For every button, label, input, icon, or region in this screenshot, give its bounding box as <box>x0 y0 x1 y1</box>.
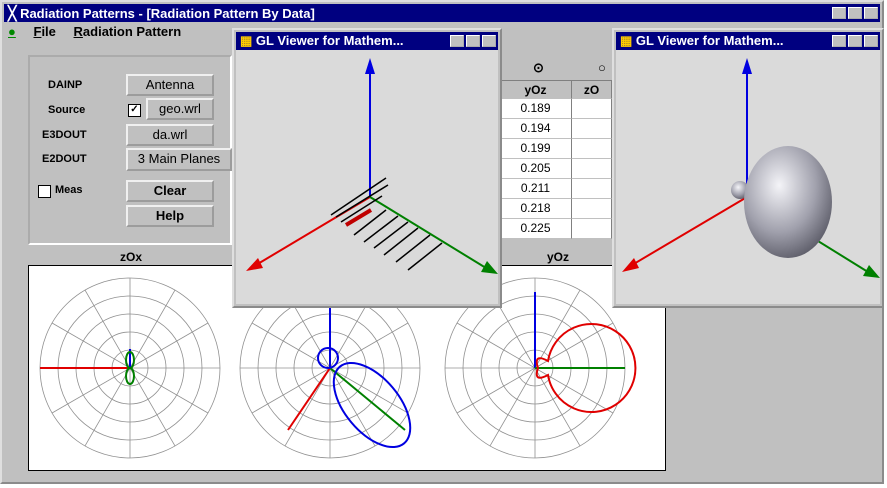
title-bar: ▦ GL Viewer for Mathem... <box>236 32 498 50</box>
table-cell <box>572 139 612 159</box>
radio-selected[interactable]: ⊙ <box>533 60 544 76</box>
button[interactable]: Antenna <box>126 74 214 96</box>
pattern-solid <box>744 146 832 258</box>
app-icon: ▦ <box>240 33 252 48</box>
table-cell <box>572 219 612 239</box>
panel-label: Source <box>48 104 85 116</box>
table-cell: 0.218 <box>500 199 572 219</box>
button[interactable]: Help <box>126 205 214 227</box>
table-cell <box>572 179 612 199</box>
minimize-button[interactable] <box>450 35 464 47</box>
table-cell: 0.211 <box>500 179 572 199</box>
minimize-button[interactable] <box>832 7 846 19</box>
menu-bar: ● File Radiation Pattern <box>8 24 195 39</box>
panel-label: E3DOUT <box>42 129 87 141</box>
table-cell <box>572 199 612 219</box>
button[interactable]: Clear <box>126 180 214 202</box>
title-bar: ▦ GL Viewer for Mathem... <box>616 32 880 50</box>
table-cell <box>572 99 612 119</box>
panel-label: DAINP <box>48 79 82 91</box>
table-cell: 0.199 <box>500 139 572 159</box>
panel-label: E2DOUT <box>42 153 87 165</box>
table-cell <box>572 119 612 139</box>
button[interactable]: 3 Main Planes <box>126 148 232 171</box>
table-cell <box>572 159 612 179</box>
button[interactable]: da.wrl <box>126 124 214 146</box>
minimize-button[interactable] <box>832 35 846 47</box>
table-cell: 0.194 <box>500 119 572 139</box>
table-cell: 0.225 <box>500 219 572 239</box>
table-cell: 0.189 <box>500 99 572 119</box>
maximize-button[interactable] <box>848 7 862 19</box>
plot-label: zOx <box>120 250 142 264</box>
table-cell: 0.205 <box>500 159 572 179</box>
checkbox[interactable] <box>38 185 51 198</box>
menu-item[interactable]: Radiation Pattern <box>74 24 182 39</box>
viewer-title: GL Viewer for Mathem... <box>256 33 404 48</box>
viewer-window[interactable]: ▦ GL Viewer for Mathem... <box>612 28 884 308</box>
button[interactable]: geo.wrl <box>146 98 214 120</box>
gl-view <box>616 50 880 304</box>
maximize-button[interactable] <box>848 35 862 47</box>
menu-icon: ● <box>8 24 16 39</box>
panel-label: Meas <box>55 184 83 196</box>
app-icon: ▦ <box>620 33 632 48</box>
viewer-window[interactable]: ▦ GL Viewer for Mathem... <box>232 28 502 308</box>
title-bar: ╳ Radiation Patterns - [Radiation Patter… <box>4 4 880 22</box>
gl-background <box>236 50 498 304</box>
window-title: Radiation Patterns - [Radiation Pattern … <box>20 6 315 21</box>
screen: {"main_window":{"title":"Radiation Patte… <box>0 0 887 488</box>
table-header: zO <box>572 80 612 99</box>
close-button[interactable] <box>864 35 878 47</box>
checkbox-checked[interactable]: ✓ <box>128 104 141 117</box>
table-header: yOz <box>500 80 572 99</box>
radio[interactable]: ○ <box>598 60 606 75</box>
menu-item[interactable]: File <box>33 24 55 39</box>
maximize-button[interactable] <box>466 35 480 47</box>
gl-view <box>236 50 498 304</box>
close-button[interactable] <box>482 35 496 47</box>
plot-label: yOz <box>547 250 569 264</box>
close-button[interactable] <box>864 7 878 19</box>
app-icon: ╳ <box>8 5 16 21</box>
viewer-title: GL Viewer for Mathem... <box>636 33 784 48</box>
